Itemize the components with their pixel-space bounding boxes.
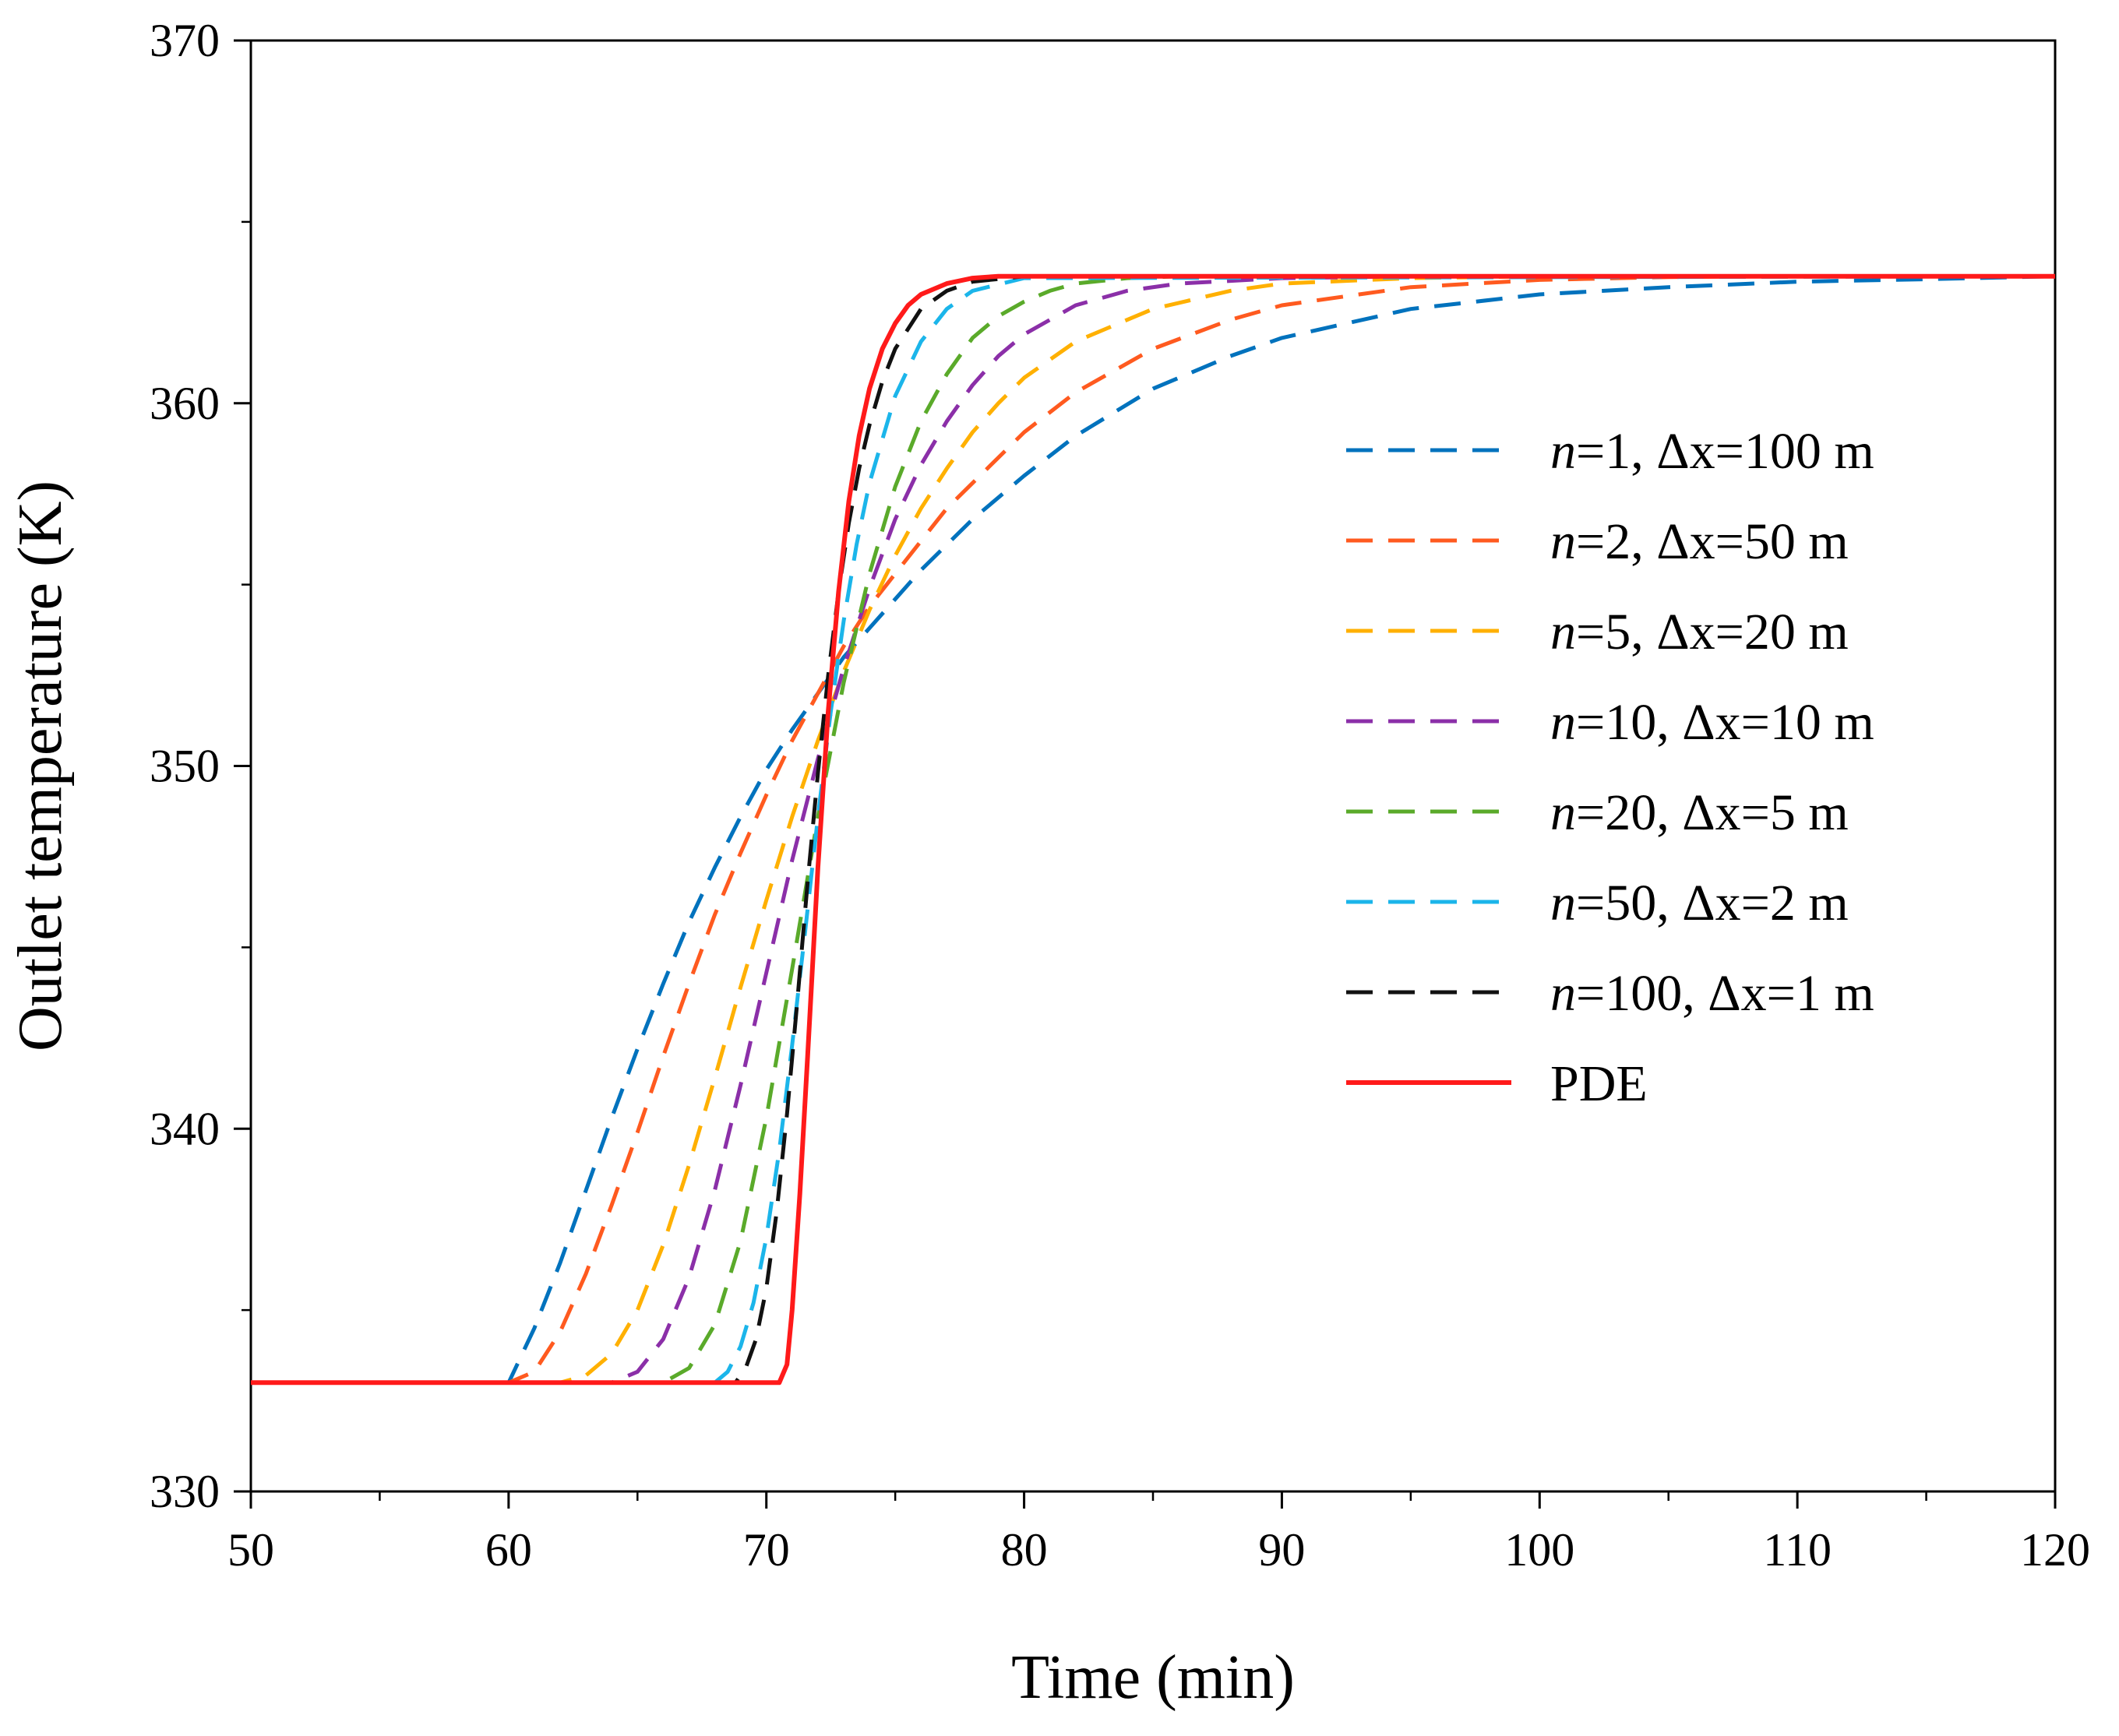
x-tick-label: 60 [485,1524,532,1576]
y-axis-title: Outlet temperature (K) [6,481,75,1051]
legend: n=1, Δx=100 m n=2, Δx=50 m n=5, Δx=20 m n=1… [1346,423,1874,1112]
x-tick-label: 50 [227,1524,274,1576]
series-line-2 [251,274,2055,1385]
legend-label-7: n=100, Δx=1 m [1550,965,1874,1022]
x-axis: 50 60 70 80 90 100 110 120 [227,1491,2090,1576]
plot-frame [249,39,2057,1493]
series-line-8 [251,273,2055,1386]
x-tick-label: 70 [743,1524,790,1576]
x-tick-label: 90 [1258,1524,1305,1576]
y-tick-label: 370 [150,15,220,66]
y-tick-label: 360 [150,378,220,429]
x-tick-label: 120 [2020,1524,2090,1576]
legend-label-3: n=5, Δx=20 m [1550,604,1849,660]
x-axis-title: Time (min) [1011,1643,1295,1712]
y-tick-label: 340 [150,1103,220,1154]
legend-label-4: n=10, Δx=10 m [1550,694,1874,751]
series-layer [251,273,2056,1386]
legend-label-6: n=50, Δx=2 m [1550,875,1849,931]
series-line-5 [251,274,2055,1385]
y-axis: 330 340 350 360 370 [150,15,251,1517]
y-tick-label: 330 [150,1466,220,1517]
x-tick-label: 80 [1001,1524,1048,1576]
series-line-3 [251,274,2055,1385]
legend-label-1: n=1, Δx=100 m [1550,423,1874,480]
legend-label-8: PDE [1550,1055,1648,1112]
legend-label-2: n=2, Δx=50 m [1550,513,1849,570]
y-tick-label: 350 [150,741,220,792]
x-tick-label: 100 [1504,1524,1574,1576]
series-line-4 [251,274,2055,1385]
legend-label-5: n=20, Δx=5 m [1550,784,1849,841]
x-tick-label: 110 [1763,1524,1832,1576]
plot-area-border [249,39,2057,1493]
series-line-1 [251,274,2056,1385]
